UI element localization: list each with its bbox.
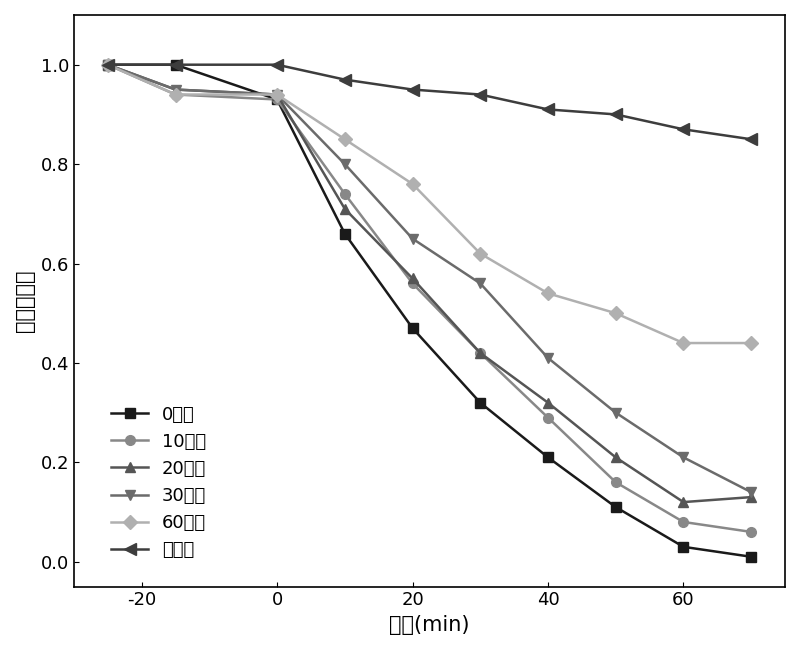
0分钟 (408, 324, 418, 332)
10分钟 (272, 96, 282, 103)
20分钟 (475, 349, 485, 357)
10分钟 (340, 190, 350, 198)
10分钟 (611, 478, 621, 486)
空白样 (103, 61, 113, 69)
10分钟 (746, 528, 756, 536)
空白样 (408, 86, 418, 94)
Y-axis label: 相对吸光度: 相对吸光度 (15, 270, 35, 332)
60分钟 (678, 339, 688, 347)
空白样 (272, 61, 282, 69)
20分钟 (103, 61, 113, 69)
20分钟 (340, 205, 350, 213)
60分钟 (611, 309, 621, 317)
10分钟 (170, 90, 180, 98)
60分钟 (340, 135, 350, 143)
60分钟 (408, 180, 418, 188)
60分钟 (746, 339, 756, 347)
20分钟 (543, 399, 553, 407)
0分钟 (678, 543, 688, 551)
30分钟 (170, 86, 180, 94)
空白样 (746, 135, 756, 143)
60分钟 (103, 61, 113, 69)
10分钟 (543, 413, 553, 421)
30分钟 (340, 160, 350, 168)
Line: 30分钟: 30分钟 (103, 60, 756, 497)
空白样 (543, 105, 553, 113)
20分钟 (611, 454, 621, 462)
60分钟 (272, 90, 282, 98)
60分钟 (543, 289, 553, 297)
30分钟 (408, 235, 418, 242)
30分钟 (611, 409, 621, 417)
0分钟 (340, 230, 350, 238)
X-axis label: 时间(min): 时间(min) (390, 615, 470, 635)
Line: 10分钟: 10分钟 (103, 60, 756, 537)
Legend: 0分钟, 10分钟, 20分钟, 30分钟, 60分钟, 空白样: 0分钟, 10分钟, 20分钟, 30分钟, 60分钟, 空白样 (104, 398, 214, 566)
0分钟 (103, 61, 113, 69)
空白样 (170, 61, 180, 69)
空白样 (611, 111, 621, 118)
60分钟 (475, 250, 485, 257)
0分钟 (272, 96, 282, 103)
30分钟 (475, 280, 485, 287)
10分钟 (103, 61, 113, 69)
20分钟 (272, 90, 282, 98)
30分钟 (103, 61, 113, 69)
20分钟 (170, 86, 180, 94)
0分钟 (475, 399, 485, 407)
Line: 空白样: 空白样 (102, 59, 757, 145)
0分钟 (170, 61, 180, 69)
0分钟 (746, 553, 756, 561)
10分钟 (408, 280, 418, 287)
0分钟 (543, 454, 553, 462)
60分钟 (170, 90, 180, 98)
0分钟 (611, 503, 621, 511)
空白样 (340, 75, 350, 83)
Line: 0分钟: 0分钟 (103, 60, 756, 562)
空白样 (678, 125, 688, 133)
20分钟 (408, 274, 418, 282)
10分钟 (475, 349, 485, 357)
20分钟 (746, 493, 756, 501)
20分钟 (678, 498, 688, 506)
Line: 20分钟: 20分钟 (103, 60, 756, 507)
30分钟 (678, 454, 688, 462)
10分钟 (678, 518, 688, 526)
30分钟 (272, 90, 282, 98)
Line: 60分钟: 60分钟 (103, 60, 756, 348)
30分钟 (543, 354, 553, 362)
30分钟 (746, 488, 756, 496)
空白样 (475, 90, 485, 98)
